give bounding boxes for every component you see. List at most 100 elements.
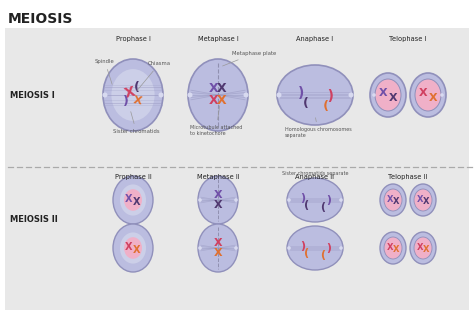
Text: X: X: [379, 88, 387, 98]
Text: Prophase II: Prophase II: [115, 174, 151, 180]
Text: ): ): [298, 86, 304, 100]
Text: ): ): [301, 193, 306, 203]
FancyBboxPatch shape: [5, 28, 469, 310]
Text: Metaphase plate: Metaphase plate: [223, 51, 276, 66]
Circle shape: [348, 93, 354, 98]
Text: (: (: [324, 193, 329, 203]
Ellipse shape: [113, 176, 153, 224]
Ellipse shape: [120, 232, 146, 264]
Text: Spindle: Spindle: [95, 59, 115, 84]
Text: X: X: [125, 194, 133, 204]
Ellipse shape: [415, 79, 441, 111]
Text: ): ): [123, 95, 129, 108]
Ellipse shape: [198, 176, 238, 224]
Ellipse shape: [124, 237, 142, 259]
Circle shape: [440, 93, 444, 97]
Text: X: X: [214, 248, 222, 258]
Text: MEIOSIS: MEIOSIS: [8, 12, 73, 26]
Text: X: X: [133, 95, 143, 107]
Text: Homologous chromosomes
separate: Homologous chromosomes separate: [285, 118, 352, 138]
Text: X: X: [133, 245, 141, 255]
Text: (: (: [324, 241, 329, 251]
Ellipse shape: [198, 224, 238, 272]
Text: X: X: [417, 242, 423, 252]
Text: X: X: [209, 82, 219, 95]
Circle shape: [339, 198, 343, 202]
Text: X: X: [209, 94, 219, 107]
Text: X: X: [123, 85, 137, 101]
Text: X: X: [389, 93, 397, 103]
Circle shape: [287, 246, 291, 250]
Text: Microtubule attached
to kinetochore: Microtubule attached to kinetochore: [190, 106, 242, 136]
Text: X: X: [217, 94, 227, 107]
Text: ): ): [320, 248, 326, 258]
Circle shape: [276, 93, 282, 98]
Ellipse shape: [287, 178, 343, 222]
Text: Sister chromatids: Sister chromatids: [113, 112, 160, 134]
Text: X: X: [393, 198, 399, 206]
Circle shape: [102, 93, 108, 98]
Text: (: (: [304, 200, 310, 210]
Circle shape: [244, 93, 248, 98]
Ellipse shape: [380, 184, 406, 216]
Text: X: X: [125, 242, 133, 252]
Text: ): ): [301, 241, 306, 251]
Ellipse shape: [103, 59, 163, 131]
Text: X: X: [419, 88, 428, 98]
Circle shape: [234, 246, 238, 250]
Text: (: (: [303, 96, 309, 110]
Text: MEIOSIS II: MEIOSIS II: [10, 216, 58, 224]
Ellipse shape: [380, 232, 406, 264]
Ellipse shape: [410, 184, 436, 216]
Text: Prophase I: Prophase I: [116, 36, 150, 42]
Text: (: (: [326, 86, 332, 100]
Text: X: X: [133, 197, 141, 207]
Circle shape: [198, 246, 202, 250]
Ellipse shape: [375, 79, 401, 111]
Text: ): ): [320, 200, 326, 210]
Text: X: X: [428, 93, 438, 103]
Text: Chiasma: Chiasma: [137, 61, 171, 91]
Ellipse shape: [124, 189, 142, 211]
Ellipse shape: [277, 65, 353, 125]
Text: (: (: [134, 82, 140, 94]
Circle shape: [339, 246, 343, 250]
Text: X: X: [214, 190, 222, 200]
Text: Anaphase I: Anaphase I: [296, 36, 334, 42]
Circle shape: [158, 93, 164, 98]
Circle shape: [198, 198, 202, 202]
Text: Anaphase II: Anaphase II: [295, 174, 335, 180]
Ellipse shape: [410, 232, 436, 264]
Text: X: X: [217, 82, 227, 95]
Text: X: X: [387, 195, 393, 204]
Text: X: X: [417, 195, 423, 204]
Circle shape: [234, 198, 238, 202]
Circle shape: [188, 93, 192, 98]
Ellipse shape: [111, 69, 155, 121]
Ellipse shape: [370, 73, 406, 117]
Circle shape: [372, 93, 376, 97]
Text: (: (: [304, 248, 310, 258]
Ellipse shape: [384, 237, 402, 259]
Ellipse shape: [120, 185, 146, 216]
Ellipse shape: [410, 73, 446, 117]
Text: X: X: [214, 200, 222, 210]
Ellipse shape: [287, 226, 343, 270]
Text: Metaphase II: Metaphase II: [197, 174, 239, 180]
Text: X: X: [393, 246, 399, 254]
Text: Sister chromatids separate: Sister chromatids separate: [282, 171, 348, 175]
Text: Telophase I: Telophase I: [389, 36, 427, 42]
Text: MEIOSIS I: MEIOSIS I: [10, 90, 55, 100]
Text: Telophase II: Telophase II: [388, 174, 428, 180]
Ellipse shape: [414, 237, 432, 259]
Ellipse shape: [113, 224, 153, 272]
Circle shape: [287, 198, 291, 202]
Text: X: X: [423, 246, 429, 254]
Text: X: X: [423, 198, 429, 206]
Text: ): ): [321, 96, 327, 110]
Text: X: X: [214, 238, 222, 248]
Ellipse shape: [384, 189, 402, 211]
Ellipse shape: [188, 59, 248, 131]
Ellipse shape: [414, 189, 432, 211]
Text: Metaphase I: Metaphase I: [198, 36, 238, 42]
